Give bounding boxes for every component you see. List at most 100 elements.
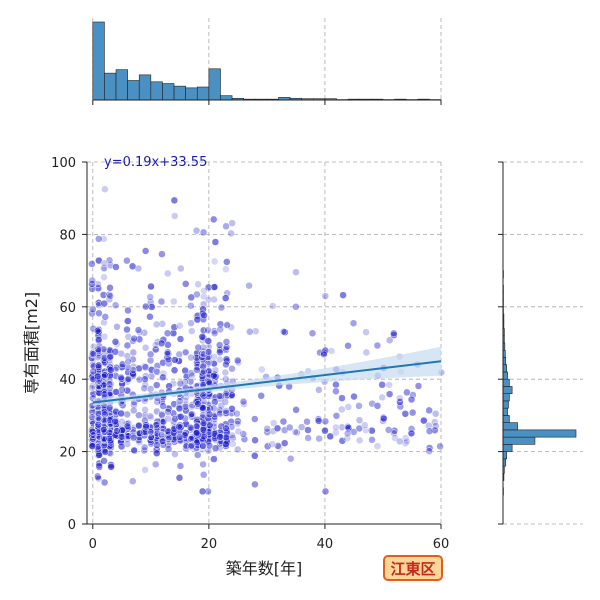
scatter-point — [228, 219, 236, 227]
scatter-point — [240, 400, 248, 408]
scatter-point — [279, 417, 288, 426]
scatter-point — [222, 407, 230, 415]
scatter-point — [194, 280, 202, 289]
scatter-point — [152, 421, 160, 429]
scatter-point — [153, 381, 161, 389]
scatter-point — [200, 292, 208, 301]
scatter-point — [292, 406, 300, 414]
scatter-point — [88, 442, 97, 450]
scatter-point — [181, 396, 189, 405]
x-tick-label: 60 — [433, 537, 450, 552]
scatter-point — [395, 394, 404, 402]
scatter-point — [280, 439, 289, 447]
scatter-point — [100, 457, 108, 465]
scatter-point — [117, 442, 126, 451]
scatter-point — [134, 326, 143, 334]
scatter-point — [194, 400, 202, 408]
y-axis-label: 専有面積[m2] — [22, 292, 41, 394]
scatter-point — [349, 428, 358, 436]
scatter-point — [314, 417, 323, 425]
scatter-point — [343, 422, 352, 431]
scatter-point — [227, 323, 235, 331]
scatter-point — [176, 379, 185, 388]
scatter-point — [338, 437, 347, 445]
right-hist-bar — [502, 378, 510, 387]
scatter-point — [101, 185, 109, 193]
scatter-point — [94, 361, 103, 370]
scatter-point — [123, 256, 131, 265]
scatter-point — [221, 398, 230, 406]
scatter-point — [362, 328, 370, 336]
scatter-point — [140, 384, 149, 393]
scatter-point — [99, 425, 108, 434]
scatter-point — [153, 368, 162, 376]
scatter-point — [193, 315, 202, 324]
scatter-point — [88, 413, 96, 421]
scatter-point — [332, 380, 340, 389]
scatter-point — [222, 424, 230, 433]
scatter-point — [147, 433, 156, 442]
right-hist-bar — [502, 371, 508, 380]
scatter-point — [210, 283, 219, 291]
scatter-point — [111, 338, 120, 346]
scatter-point — [234, 417, 242, 425]
scatter-point — [100, 299, 109, 308]
scatter-point — [94, 474, 103, 483]
scatter-point — [135, 328, 144, 337]
scatter-point — [344, 342, 352, 350]
scatter-point — [368, 436, 376, 444]
scatter-point — [152, 320, 161, 329]
scatter-point — [141, 247, 150, 255]
scatter-point — [94, 345, 103, 354]
scatter-point — [380, 414, 388, 423]
scatter-point — [129, 406, 138, 415]
scatter-point — [199, 228, 208, 237]
scatter-point — [292, 268, 300, 276]
scatter-point — [171, 212, 179, 220]
scatter-point — [176, 462, 185, 470]
scatter-point — [210, 257, 219, 266]
right-hist-bar — [502, 407, 508, 416]
scatter-point — [187, 301, 195, 310]
x-tick-label: 20 — [201, 537, 218, 552]
scatter-point — [175, 474, 184, 482]
scatter-point — [106, 352, 115, 361]
scatter-point — [216, 395, 225, 403]
scatter-point — [141, 363, 150, 371]
scatter-point — [199, 442, 207, 450]
scatter-point — [263, 425, 271, 433]
top-hist-bar — [220, 95, 233, 101]
right-hist-bar — [502, 422, 518, 431]
scatter-point — [94, 409, 103, 418]
scatter-point — [164, 414, 173, 423]
scatter-point — [223, 258, 231, 266]
top-hist-bar — [162, 83, 175, 101]
scatter-point — [147, 366, 156, 374]
scatter-point — [234, 427, 243, 436]
top-hist-bar — [115, 69, 128, 101]
scatter-point — [368, 426, 376, 435]
scatter-point — [239, 397, 248, 406]
scatter-point — [142, 302, 150, 311]
scatter-point — [106, 384, 114, 393]
scatter-point — [275, 443, 284, 451]
scatter-point — [222, 265, 230, 274]
scatter-point — [106, 436, 115, 445]
top-hist-bar — [196, 86, 210, 101]
scatter-point — [209, 404, 218, 412]
scatter-point — [142, 422, 150, 431]
scatter-point — [304, 426, 312, 434]
scatter-point — [228, 364, 236, 373]
scatter-point — [321, 487, 330, 496]
scatter-point — [234, 445, 242, 454]
scatter-point — [315, 434, 323, 443]
scatter-point — [89, 431, 98, 439]
scatter-point — [269, 419, 278, 427]
scatter-point — [373, 402, 382, 410]
scatter-point — [210, 372, 218, 380]
scatter-point — [378, 393, 386, 402]
scatter-point — [297, 423, 306, 431]
scatter-point — [279, 327, 288, 336]
scatter-point — [187, 293, 195, 302]
scatter-point — [187, 319, 195, 327]
